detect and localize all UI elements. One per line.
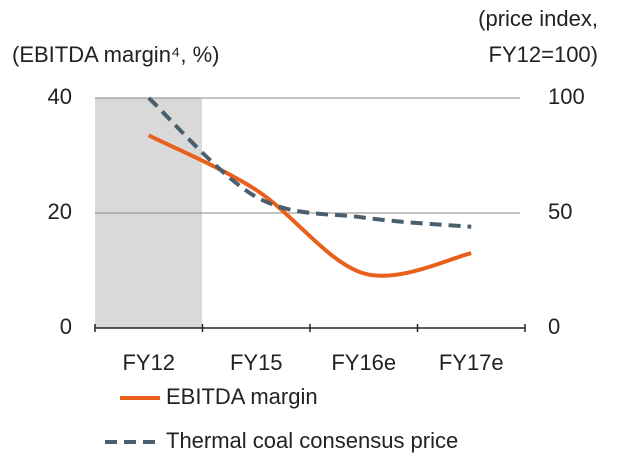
- series-line: [147, 96, 472, 229]
- x-tick-label: FY17e: [439, 350, 504, 375]
- y-tick-label: 40: [48, 84, 72, 109]
- y2-tick-label: 100: [548, 84, 585, 109]
- y2-axis-label: (price index,: [478, 6, 598, 31]
- series-line: [147, 133, 472, 278]
- legend-label: EBITDA margin: [166, 384, 318, 409]
- y-tick-label: 0: [60, 314, 72, 339]
- y-axis-label: (EBITDA margin⁴, %): [12, 42, 220, 67]
- x-tick-label: FY15: [230, 350, 283, 375]
- x-tick-label: FY12: [122, 350, 175, 375]
- y2-tick-label: 50: [548, 199, 572, 224]
- legend-label: Thermal coal consensus price: [166, 428, 458, 453]
- y-tick-label: 20: [48, 199, 72, 224]
- x-tick-label: FY16e: [331, 350, 396, 375]
- y2-axis-label: FY12=100): [489, 42, 598, 67]
- y2-tick-label: 0: [548, 314, 560, 339]
